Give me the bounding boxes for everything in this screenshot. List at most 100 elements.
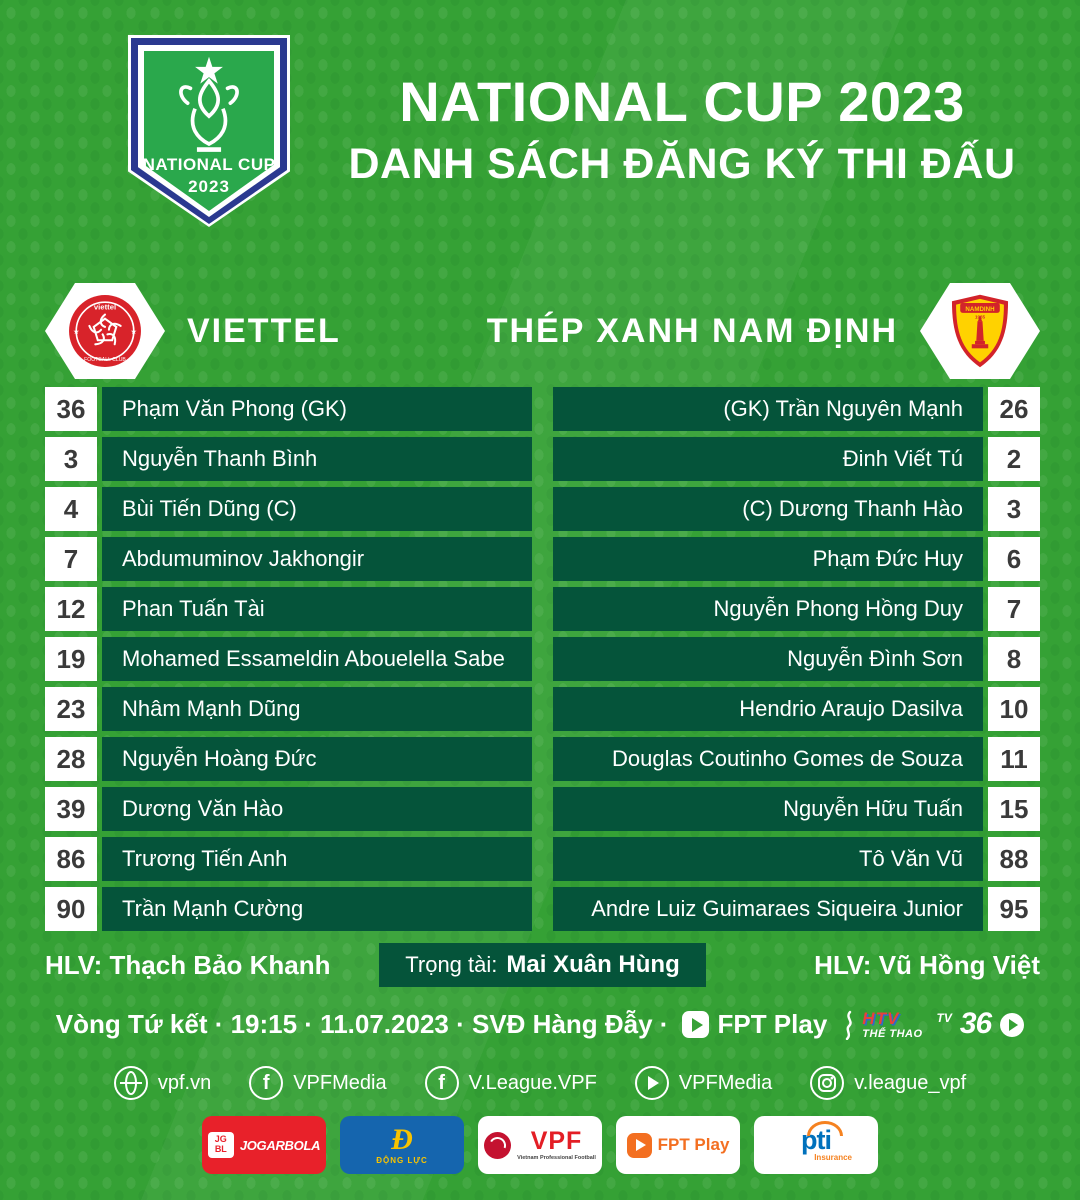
roster-row: 36 Phạm Văn Phong (GK): [45, 387, 532, 431]
roster-row: Andre Luiz Guimaraes Siqueira Junior 95: [553, 887, 1040, 931]
match-info-text: Vòng Tứ kết · 19:15 · 11.07.2023 · SVĐ H…: [55, 1009, 669, 1039]
roster-row: (GK) Trần Nguyên Mạnh 26: [553, 387, 1040, 431]
sponsor-dong-luc: Đ ĐỘNG LỰC: [340, 1116, 464, 1174]
youtube-icon: [634, 1066, 669, 1100]
home-team-name: VIETTEL: [187, 311, 341, 350]
player-name: Trương Tiến Anh: [102, 837, 532, 881]
social-instagram: v.league_vpf: [810, 1066, 966, 1100]
broadcaster-fpt-play: FPT Play: [682, 1009, 827, 1040]
roster-row: 86 Trương Tiến Anh: [45, 837, 532, 881]
home-coach: HLV: Thạch Bảo Khanh: [45, 949, 331, 980]
roster-row: 4 Bùi Tiến Dũng (C): [45, 487, 532, 531]
player-number: 4: [45, 487, 97, 531]
player-name: Phạm Đức Huy: [553, 537, 983, 581]
player-number: 7: [45, 537, 97, 581]
social-label: V.League.VPF: [468, 1071, 597, 1094]
player-number: 36: [45, 387, 97, 431]
fpt-play-sponsor-label: FPT Play: [657, 1135, 730, 1154]
player-number: 3: [988, 487, 1040, 531]
player-number: 95: [988, 887, 1040, 931]
tv360-play-icon: [1000, 1013, 1025, 1038]
roster-row: Nguyễn Hữu Tuấn 15: [553, 787, 1040, 831]
referee-box: Trọng tài: Mai Xuân Hùng: [379, 943, 706, 987]
home-roster: 36 Phạm Văn Phong (GK) 3 Nguyễn Thanh Bình 4…: [45, 387, 532, 937]
away-team-name: THÉP XANH NAM ĐỊNH: [486, 311, 898, 350]
jogarbola-icon-text: BL: [214, 1144, 227, 1154]
htv-label: HTV: [862, 1008, 900, 1028]
player-name: Tô Văn Vũ: [553, 837, 983, 881]
player-name: Trần Mạnh Cường: [102, 887, 532, 931]
poster-title: NATIONAL CUP 2023: [399, 69, 965, 133]
player-number: 88: [988, 837, 1040, 881]
roster-row: Phạm Đức Huy 6: [553, 537, 1040, 581]
htv-text: HTV THỂ THAO: [862, 1010, 922, 1040]
social-label: VPFMedia: [293, 1071, 387, 1094]
player-number: 11: [988, 737, 1040, 781]
pti-label: pti: [801, 1120, 843, 1155]
svg-text:NAMDINH: NAMDINH: [965, 306, 995, 313]
broadcaster-htv: HTV THỂ THAO: [841, 1010, 922, 1040]
player-number: 26: [988, 387, 1040, 431]
dong-luc-icon: Đ: [391, 1123, 413, 1156]
svg-text:FOOTBALL CLUB: FOOTBALL CLUB: [84, 357, 126, 363]
player-number: 28: [45, 737, 97, 781]
social-row: vpf.vn f VPFMedia f V.League.VPF VPFMedi…: [0, 1066, 1080, 1100]
logo-text-line1: NATIONAL CUP: [142, 155, 276, 174]
player-number: 23: [45, 687, 97, 731]
tv360-sup: TV: [936, 1011, 952, 1026]
player-name: Nguyễn Thanh Bình: [102, 437, 532, 481]
dong-luc-label: ĐỘNG LỰC: [376, 1156, 428, 1165]
player-name: Phan Tuấn Tài: [102, 587, 532, 631]
officials-row: HLV: Thạch Bảo Khanh Trọng tài: Mai Xuân…: [45, 943, 1040, 987]
national-cup-logo: NATIONAL CUP 2023: [128, 35, 290, 227]
sponsor-vpf: VPF Vietnam Professional Football: [478, 1116, 602, 1174]
roster-row: (C) Dương Thanh Hào 3: [553, 487, 1040, 531]
player-number: 6: [988, 537, 1040, 581]
roster-row: Tô Văn Vũ 88: [553, 837, 1040, 881]
player-name: Dương Văn Hào: [102, 787, 532, 831]
social-facebook-1: f VPFMedia: [249, 1066, 387, 1100]
player-number: 15: [988, 787, 1040, 831]
player-name: Abdumuminov Jakhongir: [102, 537, 532, 581]
player-name: (C) Dương Thanh Hào: [553, 487, 983, 531]
viettel-crest-icon: viettel FOOTBALL CLUB ★ ★: [69, 295, 141, 367]
roster-row: 90 Trần Mạnh Cường: [45, 887, 532, 931]
viettel-crest: viettel FOOTBALL CLUB ★ ★: [45, 283, 165, 379]
broadcaster-tv360: TV 36: [936, 1009, 1025, 1039]
sponsor-fpt-play: FPT Play: [616, 1116, 740, 1174]
match-info-line: Vòng Tứ kết · 19:15 · 11.07.2023 · SVĐ H…: [0, 1009, 1080, 1040]
logo-text-line2: 2023: [188, 177, 230, 196]
player-name: (GK) Trần Nguyên Mạnh: [553, 387, 983, 431]
referee-label: Trọng tài:: [405, 952, 498, 977]
svg-text:★: ★: [73, 327, 79, 336]
jogarbola-icon: JG BL: [207, 1132, 234, 1158]
player-number: 90: [45, 887, 97, 931]
sponsor-jogarbola: JG BL JOGARBOLA: [202, 1116, 326, 1174]
roster-row: 39 Dương Văn Hào: [45, 787, 532, 831]
pti-sublabel: Insurance: [814, 1153, 852, 1163]
roster-row: 3 Nguyễn Thanh Bình: [45, 437, 532, 481]
jogarbola-icon-text: JG: [214, 1134, 227, 1145]
sponsor-pti: pti Insurance: [754, 1116, 878, 1174]
roster-row: Nguyễn Phong Hồng Duy 7: [553, 587, 1040, 631]
nam-dinh-crest: NAMDINH 1965: [920, 283, 1040, 379]
header: NATIONAL CUP 2023 NATIONAL CUP 2023 DANH…: [128, 35, 1040, 227]
player-name: Nguyễn Phong Hồng Duy: [553, 587, 983, 631]
player-number: 12: [45, 587, 97, 631]
roster-row: 7 Abdumuminov Jakhongir: [45, 537, 532, 581]
away-coach: HLV: Vũ Hồng Việt: [814, 949, 1040, 980]
player-name: Nguyễn Đình Sơn: [553, 637, 983, 681]
vpf-ball-icon: [484, 1131, 512, 1159]
player-number: 10: [988, 687, 1040, 731]
fpt-play-label: FPT Play: [717, 1009, 828, 1039]
instagram-icon: [810, 1066, 845, 1100]
fpt-play-sponsor-icon: [626, 1132, 652, 1158]
sponsors-row: JG BL JOGARBOLA Đ ĐỘNG LỰC VPF Vietnam P…: [0, 1116, 1080, 1174]
social-facebook-2: f V.League.VPF: [424, 1066, 597, 1100]
player-number: 2: [988, 437, 1040, 481]
social-youtube: VPFMedia: [634, 1066, 773, 1100]
social-label: VPFMedia: [678, 1071, 773, 1094]
fpt-play-icon: [682, 1011, 710, 1038]
player-number: 8: [988, 637, 1040, 681]
